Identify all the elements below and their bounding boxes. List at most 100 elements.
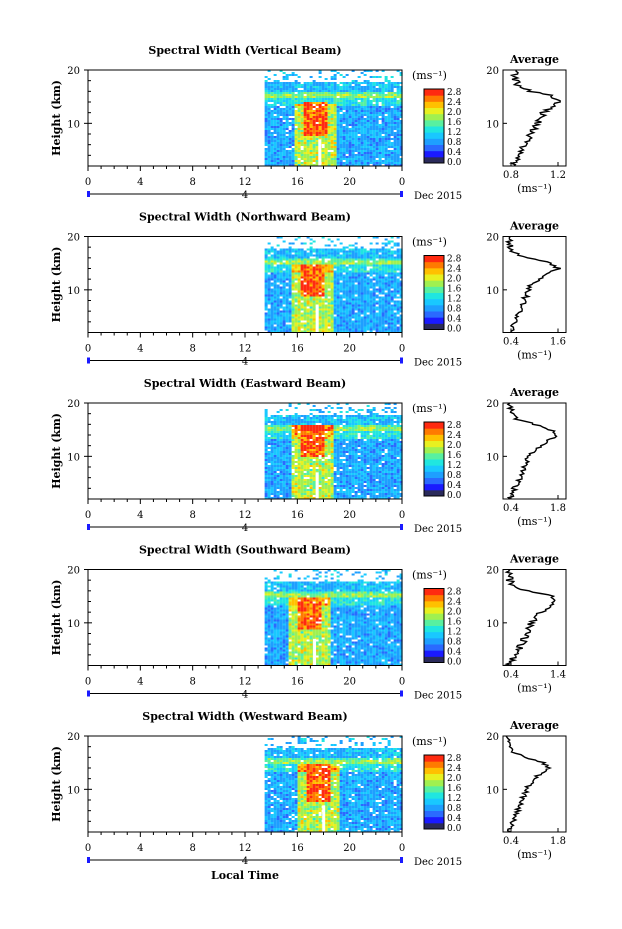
heatmap-cell — [363, 98, 367, 100]
colorbar-segment — [424, 101, 444, 108]
heatmap-cell — [366, 88, 370, 90]
heatmap-cell — [267, 425, 271, 427]
heatmap-cell — [306, 140, 310, 142]
heatmap-cell — [336, 461, 340, 463]
heatmap-cell — [294, 421, 298, 423]
heatmap-cell — [318, 262, 322, 265]
heatmap-cell — [315, 280, 319, 283]
heatmap-cell — [330, 248, 334, 251]
heatmap-cell — [384, 258, 388, 261]
heatmap-cell — [318, 86, 322, 88]
heatmap-cell — [291, 306, 295, 309]
heatmap-cell — [318, 493, 322, 495]
heatmap-cell — [279, 469, 283, 471]
heatmap-cell — [270, 445, 274, 447]
heatmap-cell — [309, 114, 313, 116]
heatmap-cell — [267, 473, 271, 475]
heatmap-cell — [348, 158, 352, 160]
heatmap-cell — [330, 124, 334, 126]
heatmap-cell — [291, 457, 295, 459]
heatmap-cell — [273, 302, 277, 305]
heatmap-cell — [291, 154, 295, 156]
heatmap-cell — [375, 300, 379, 303]
heatmap-cell — [309, 96, 313, 98]
heatmap-cell — [384, 302, 388, 305]
heatmap-cell — [276, 465, 280, 467]
heatmap-cell — [315, 128, 319, 130]
heatmap-cell — [297, 306, 301, 309]
heatmap-cell — [381, 248, 385, 251]
heatmap-cell — [309, 266, 313, 269]
heatmap-cell — [321, 92, 325, 94]
heatmap-cell — [381, 104, 385, 106]
heatmap-cell — [324, 296, 328, 299]
heatmap-cell — [366, 316, 370, 319]
heatmap-cell — [321, 465, 325, 467]
heatmap-cell — [327, 415, 331, 417]
heatmap-cell — [372, 122, 376, 124]
heatmap-cell — [360, 298, 364, 301]
heatmap-cell — [384, 84, 388, 86]
heatmap-cell — [294, 465, 298, 467]
heatmap-cell — [318, 266, 322, 269]
heatmap-cell — [363, 92, 367, 94]
heatmap-cell — [270, 459, 274, 461]
heatmap-cell — [333, 276, 337, 279]
heatmap-cell — [267, 316, 271, 319]
heatmap-cell — [387, 314, 391, 317]
heatmap-cell — [312, 272, 316, 275]
heatmap-cell — [273, 479, 277, 481]
heatmap-cell — [270, 144, 274, 146]
heatmap-cell — [339, 304, 343, 307]
heatmap-cell — [309, 495, 313, 497]
heatmap-cell — [309, 425, 313, 427]
heatmap-cell — [327, 160, 331, 162]
heatmap-cell — [291, 280, 295, 283]
heatmap-cell — [306, 489, 310, 491]
heatmap-cell — [297, 128, 301, 130]
heatmap-cell — [324, 471, 328, 473]
heatmap-cell — [333, 114, 337, 116]
heatmap-cell — [330, 282, 334, 285]
x-tick-label: 0 — [85, 344, 91, 355]
heatmap-cell — [393, 134, 397, 136]
heatmap-cell — [294, 238, 298, 241]
heatmap-cell — [321, 264, 325, 267]
heatmap-cell — [300, 106, 304, 108]
heatmap-cell — [393, 148, 397, 150]
heatmap-cell — [333, 122, 337, 124]
heatmap-cell — [276, 130, 280, 132]
heatmap-cell — [276, 435, 280, 437]
heatmap-cell — [345, 74, 349, 76]
heatmap-cell — [273, 106, 277, 108]
heatmap-cell — [333, 415, 337, 417]
heatmap-cell — [321, 447, 325, 449]
heatmap-cell — [387, 328, 391, 331]
heatmap-cell — [345, 304, 349, 307]
heatmap-cell — [369, 292, 373, 295]
heatmap-cell — [360, 258, 364, 261]
heatmap-cell — [285, 431, 289, 433]
heatmap-cell — [264, 471, 268, 473]
heatmap-cell — [390, 104, 394, 106]
heatmap-cell — [345, 246, 349, 249]
heatmap-cell — [303, 96, 307, 98]
heatmap-cell — [384, 264, 388, 267]
heatmap-cell — [306, 316, 310, 319]
heatmap-cell — [384, 266, 388, 269]
heatmap-cell — [282, 284, 286, 287]
heatmap-cell — [342, 300, 346, 303]
heatmap-cell — [333, 479, 337, 481]
heatmap-cell — [285, 330, 289, 333]
heatmap-cell — [264, 445, 268, 447]
heatmap-cell — [267, 485, 271, 487]
heatmap-cell — [309, 427, 313, 429]
heatmap-cell — [324, 421, 328, 423]
heatmap-cell — [282, 152, 286, 154]
heatmap-cell — [279, 150, 283, 152]
heatmap-cell — [264, 455, 268, 457]
heatmap-cell — [267, 106, 271, 108]
heatmap-cell — [360, 132, 364, 134]
heatmap-cell — [363, 318, 367, 321]
heatmap-cell — [351, 152, 355, 154]
